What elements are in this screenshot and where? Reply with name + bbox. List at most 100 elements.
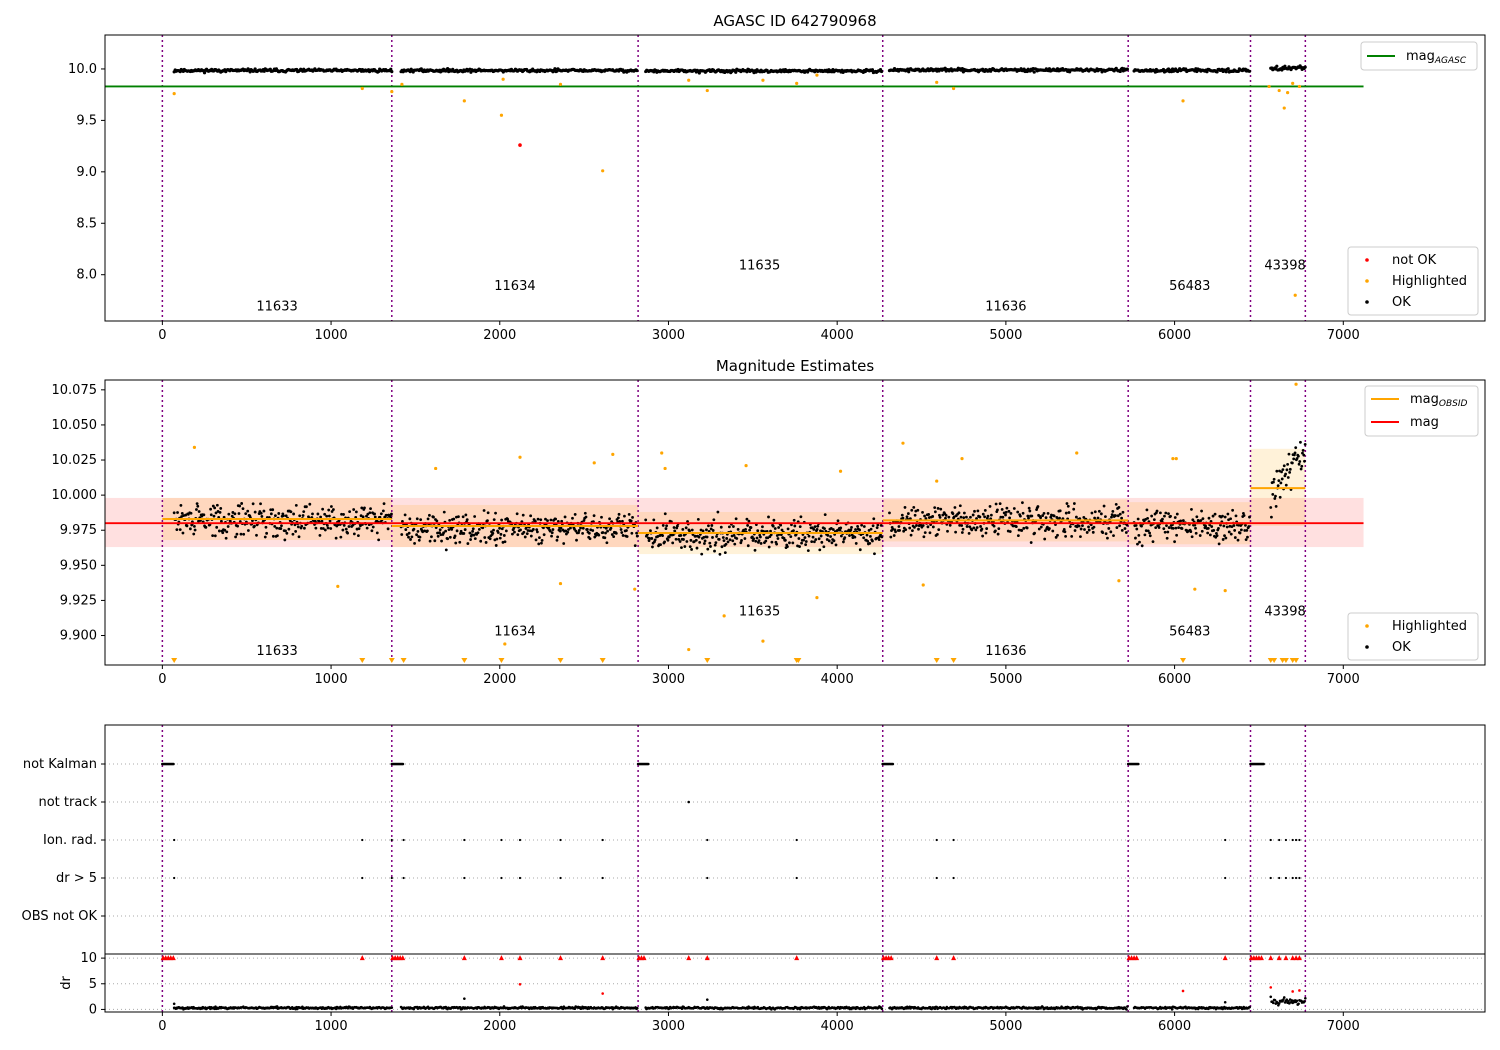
dr-ok-point bbox=[1271, 1001, 1275, 1005]
estimates-ok-point bbox=[348, 510, 352, 514]
dr-ok-point bbox=[1269, 995, 1273, 999]
estimates-ok-point bbox=[533, 519, 537, 523]
not-track-point bbox=[687, 800, 691, 804]
agasc-highlighted-point bbox=[1267, 84, 1271, 89]
flag-row-label: Ion. rad. bbox=[43, 833, 97, 848]
estimates-ok-point bbox=[908, 517, 912, 521]
estimates-ok-point bbox=[1121, 510, 1125, 514]
estimates-ok-point bbox=[379, 512, 383, 516]
agasc-obsid-label: 11636 bbox=[985, 300, 1026, 315]
estimates-ok-point bbox=[428, 513, 431, 517]
estimates-ok-point bbox=[772, 518, 776, 522]
estimates-ok-point bbox=[1079, 535, 1082, 539]
estimates-ok-point bbox=[913, 525, 916, 529]
estimates-ok-point bbox=[1009, 511, 1013, 515]
agasc-xtick-label: 1000 bbox=[315, 328, 348, 343]
estimates-ok-point bbox=[213, 506, 217, 510]
estimates-ok-point bbox=[1224, 536, 1228, 540]
estimates-ok-point bbox=[1165, 524, 1168, 528]
agasc-highlighted-point bbox=[815, 73, 819, 77]
estimates-ok-point bbox=[1194, 526, 1197, 530]
estimates-ok-point bbox=[703, 542, 706, 545]
dr-xtick-label: 5000 bbox=[989, 1019, 1022, 1034]
estimates-ok-point bbox=[415, 517, 419, 521]
estimates-ok-point bbox=[1233, 536, 1237, 539]
estimates-ok-point bbox=[506, 517, 510, 521]
estimates-ok-point bbox=[1163, 530, 1167, 534]
estimates-ok-point bbox=[1112, 534, 1115, 537]
dr-gt-5-point bbox=[1298, 876, 1301, 880]
estimates-ok-point bbox=[342, 513, 345, 516]
estimates-ok-point bbox=[1210, 525, 1214, 528]
estimates-ok-point bbox=[803, 536, 807, 539]
agasc-highlighted-point bbox=[462, 99, 466, 103]
estimates-ok-point bbox=[854, 542, 858, 545]
ion-rad-point bbox=[463, 838, 466, 842]
estimates-ok-point bbox=[285, 531, 289, 535]
estimates-ok-point bbox=[563, 515, 567, 519]
estimates-ok-point bbox=[542, 533, 546, 537]
estimates-ok-point bbox=[486, 511, 490, 515]
estimates-ok-point bbox=[382, 502, 386, 506]
ion-rad-point bbox=[1224, 838, 1227, 842]
estimates-ok-point bbox=[244, 512, 248, 516]
agasc-highlighted-point bbox=[360, 86, 364, 91]
estimates-ok-point bbox=[236, 524, 240, 528]
estimates-ok-point bbox=[748, 528, 752, 532]
estimates-ok-point bbox=[1096, 516, 1100, 520]
estimates-ok-point bbox=[1049, 515, 1053, 519]
estimates-ok-point bbox=[193, 524, 196, 528]
estimates-ok-point bbox=[625, 535, 629, 538]
estimates-ok-point bbox=[1271, 492, 1275, 496]
estimates-ok-point bbox=[664, 527, 668, 530]
estimates-ok-point bbox=[325, 514, 329, 518]
estimates-ok-point bbox=[1297, 454, 1300, 458]
legend-mag-obsid-label: magOBSID bbox=[1410, 392, 1468, 409]
estimates-ok-point bbox=[973, 509, 976, 513]
estimates-highlighted-point bbox=[660, 451, 664, 455]
agasc-highlighted-point bbox=[951, 86, 956, 91]
estimates-ok-point bbox=[273, 514, 277, 517]
estimates-ok-point bbox=[1215, 531, 1218, 535]
estimates-ok-point bbox=[733, 542, 737, 546]
agasc-ok-point bbox=[1032, 70, 1036, 74]
estimates-ok-point bbox=[202, 513, 206, 517]
estimates-ok-point bbox=[1163, 514, 1166, 518]
legend-ok-label: OK bbox=[1392, 295, 1411, 310]
dr-axes-frame bbox=[104, 953, 1486, 1013]
offscale-low-marker bbox=[388, 658, 395, 663]
estimates-ok-point bbox=[511, 532, 514, 536]
estimates-highlighted-point bbox=[336, 584, 340, 588]
estimates-ok-point bbox=[810, 540, 814, 544]
estimates-ok-point bbox=[469, 538, 472, 541]
estimates-ok-point bbox=[302, 510, 306, 514]
estimates-ok-point bbox=[1246, 535, 1249, 539]
estimates-ok-point bbox=[1285, 468, 1289, 472]
estimates-ok-point bbox=[1200, 509, 1203, 513]
dr-capped-marker bbox=[1268, 955, 1274, 961]
dr-ytick-label: 5 bbox=[89, 977, 97, 992]
agasc-obsid-label: 11634 bbox=[494, 279, 535, 294]
estimates-ok-point bbox=[400, 533, 404, 536]
estimates-ok-point bbox=[262, 509, 266, 513]
estimates-ok-point bbox=[1116, 514, 1120, 518]
estimates-ok-point bbox=[1136, 542, 1139, 546]
estimates-line-legend: magOBSID mag bbox=[1364, 385, 1479, 437]
estimates-ok-point bbox=[503, 540, 507, 544]
estimates-ok-point bbox=[1272, 480, 1275, 484]
estimates-ok-point bbox=[1166, 530, 1170, 534]
dr-gt-5-point bbox=[390, 876, 393, 880]
estimates-ok-point bbox=[233, 512, 237, 516]
estimates-ok-point bbox=[719, 525, 723, 529]
dr-gt-5-point bbox=[795, 876, 798, 880]
estimates-ok-point bbox=[178, 528, 182, 531]
estimates-ok-point bbox=[1273, 497, 1277, 500]
ion-rad-point bbox=[795, 838, 798, 842]
flag-row-label: not track bbox=[38, 795, 97, 810]
estimates-ok-point bbox=[705, 535, 709, 539]
offscale-low-marker bbox=[359, 658, 366, 663]
estimates-ok-point bbox=[473, 515, 477, 518]
estimates-ok-point bbox=[1008, 530, 1012, 533]
estimates-ok-point bbox=[714, 541, 718, 545]
flags-plot-area: not Kalman not track Ion. rad. dr > 5 OBS no… bbox=[22, 725, 1485, 1012]
